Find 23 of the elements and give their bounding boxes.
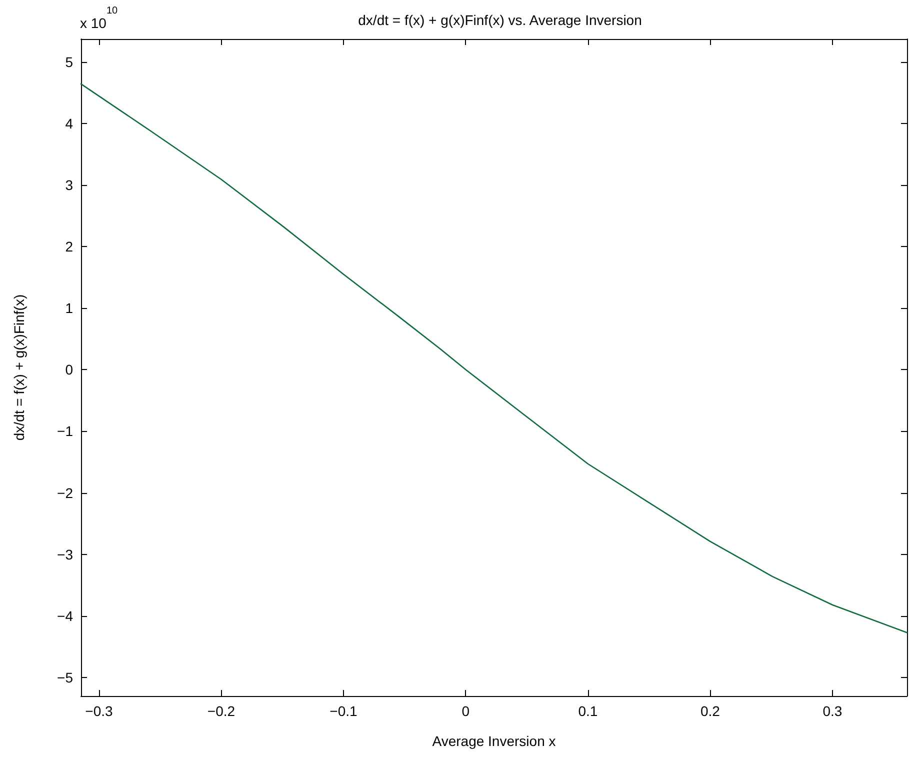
y-tick-label: 1 xyxy=(65,300,74,316)
chart-title: dx/dt = f(x) + g(x)Finf(x) vs. Average Inversion xyxy=(358,12,642,28)
y-tick-label: −5 xyxy=(57,670,74,686)
x-tick-label: 0 xyxy=(462,703,470,719)
y-tick-label: −3 xyxy=(57,546,74,562)
x-tick-label: −0.2 xyxy=(207,703,236,719)
y-tick-label: 0 xyxy=(65,362,74,378)
y-tick-label: −2 xyxy=(57,484,74,501)
x-tick-label: −0.1 xyxy=(330,703,358,719)
y-tick-label: 2 xyxy=(65,238,74,255)
y-tick-label: 3 xyxy=(65,176,74,193)
y-tick-label: −4 xyxy=(57,608,74,624)
line-series xyxy=(80,83,908,634)
y-tick-label: −1 xyxy=(57,423,74,440)
x-axis-title: Average Inversion x xyxy=(432,733,556,749)
y-axis-title: dx/dt = f(x) + g(x)Finf(x) xyxy=(11,294,27,441)
x-tick-label: 0.3 xyxy=(822,703,842,719)
y-tick-label: 5 xyxy=(65,54,74,70)
y-tick-label: 4 xyxy=(65,115,74,132)
x-tick-label: 0.1 xyxy=(578,703,598,719)
x-tick-label: −0.3 xyxy=(85,703,113,719)
x-tick-label: 0.2 xyxy=(700,703,720,719)
text: x 1010 xyxy=(80,6,118,31)
